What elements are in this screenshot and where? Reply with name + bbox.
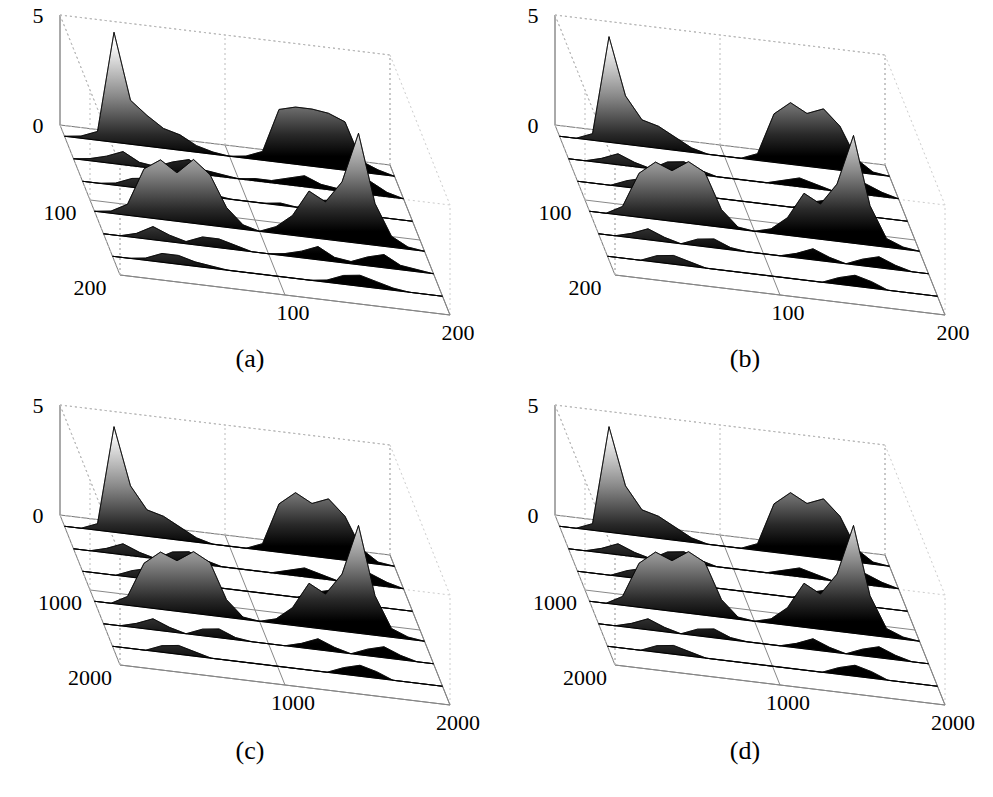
svg-text:100: 100	[539, 200, 572, 225]
svg-text:5: 5	[528, 3, 539, 28]
svg-text:(b): (b)	[730, 344, 760, 373]
svg-text:1000: 1000	[533, 590, 577, 615]
svg-text:100: 100	[772, 300, 805, 325]
svg-text:200: 200	[74, 275, 107, 300]
svg-text:5: 5	[528, 393, 539, 418]
svg-text:(c): (c)	[236, 736, 265, 765]
svg-text:2000: 2000	[563, 665, 607, 690]
svg-text:200: 200	[569, 275, 602, 300]
svg-text:1000: 1000	[38, 590, 82, 615]
svg-text:(d): (d)	[730, 736, 760, 765]
svg-text:2000: 2000	[68, 665, 112, 690]
svg-text:0: 0	[33, 503, 44, 528]
svg-text:1000: 1000	[271, 690, 315, 715]
svg-text:1000: 1000	[766, 690, 810, 715]
svg-text:0: 0	[528, 503, 539, 528]
svg-text:(a): (a)	[236, 344, 265, 373]
svg-text:100: 100	[44, 200, 77, 225]
svg-text:5: 5	[33, 3, 44, 28]
svg-text:0: 0	[528, 113, 539, 138]
svg-text:5: 5	[33, 393, 44, 418]
svg-text:200: 200	[937, 320, 970, 345]
svg-text:2000: 2000	[436, 710, 480, 735]
svg-text:2000: 2000	[931, 710, 975, 735]
svg-text:100: 100	[277, 300, 310, 325]
svg-text:200: 200	[442, 320, 475, 345]
svg-text:0: 0	[33, 113, 44, 138]
